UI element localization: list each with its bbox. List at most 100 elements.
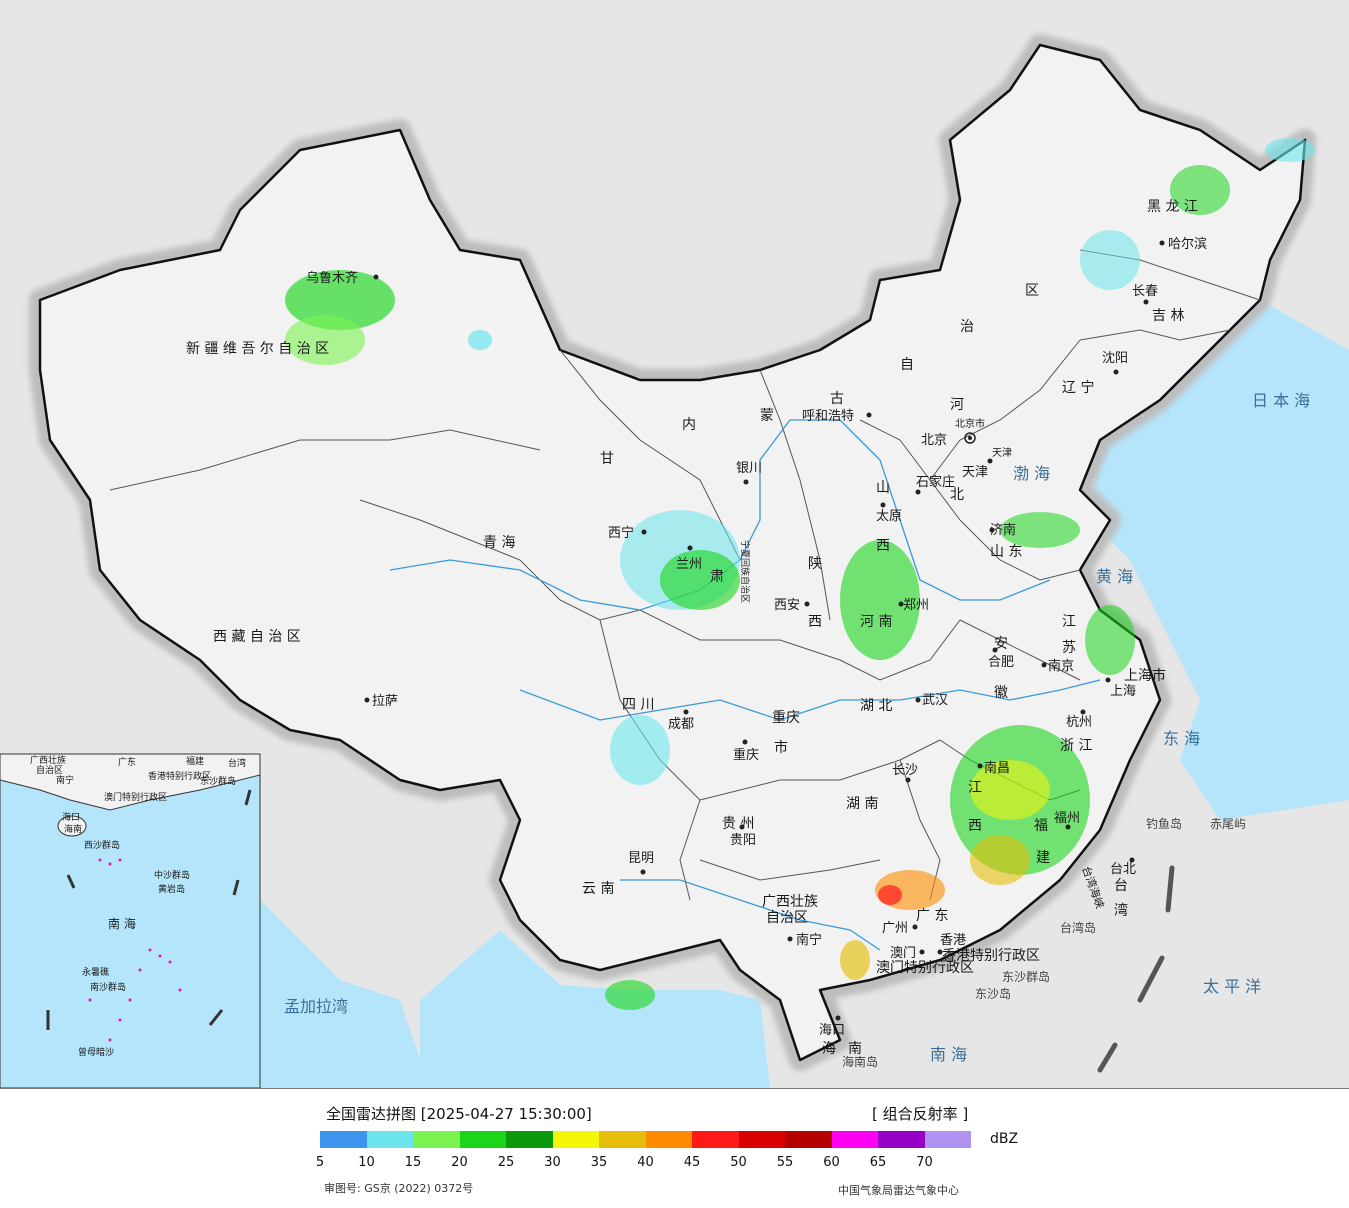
city-label: 台北 <box>1110 862 1136 877</box>
inset-label: 福建 <box>186 755 204 767</box>
province-label: 陕 <box>808 556 822 572</box>
province-label: 湖 南 <box>846 796 878 812</box>
province-label: 市 <box>774 739 788 756</box>
city-dot <box>373 274 379 280</box>
province-label: 西 <box>876 538 890 554</box>
province-label: 广西壮族 <box>762 894 818 910</box>
province-label: 湖 北 <box>860 698 892 714</box>
color-swatch <box>645 1131 692 1148</box>
province-label: 香港特别行政区 <box>942 948 1040 964</box>
province-label: 吉 林 <box>1152 308 1184 324</box>
city-dot <box>919 949 925 955</box>
province-label: 自 <box>900 357 914 373</box>
province-label: 北 <box>950 487 964 503</box>
inset-label: 东沙群岛 <box>200 775 236 787</box>
city-label: 拉萨 <box>372 694 398 709</box>
city-label: 贵阳 <box>730 833 756 848</box>
city-label: 香港 <box>940 933 966 948</box>
province-labels: 新 疆 维 吾 尔 自 治 区 西 藏 自 治 区 青 海 甘 肃 四 川 云 … <box>186 199 1198 1057</box>
ocean-west <box>260 900 430 1088</box>
city-labels: 乌鲁木齐 拉萨 西宁 兰州 成都 昆明 银川 呼和浩特 西安 重庆 贵阳 南宁 … <box>306 236 1207 1069</box>
province-label: 江 <box>968 780 982 796</box>
province-label: 四 川 <box>622 697 654 713</box>
city-dot <box>683 709 689 715</box>
capital-marker <box>964 432 976 444</box>
city-label: 石家庄 <box>916 474 955 490</box>
city-dot <box>915 697 921 703</box>
color-swatch <box>413 1131 460 1148</box>
color-swatch <box>831 1131 878 1148</box>
city-dot <box>739 824 745 830</box>
city-label: 澳门 <box>890 945 916 961</box>
color-swatch <box>599 1131 646 1148</box>
inset-label: 自治区 <box>36 764 63 776</box>
color-swatch <box>878 1131 925 1148</box>
province-label: 西 <box>808 614 822 630</box>
city-label: 乌鲁木齐 <box>306 270 358 286</box>
province-label: 浙 江 <box>1060 738 1092 754</box>
island-labels: 钓鱼岛 赤尾屿 台湾岛 东沙群岛 东沙岛 <box>975 816 1246 1001</box>
city-label: 南京 <box>1048 658 1074 674</box>
province-label: 肃 <box>710 569 724 585</box>
radar-map[interactable]: 新 疆 维 吾 尔 自 治 区 西 藏 自 治 区 青 海 甘 肃 四 川 云 … <box>0 0 1349 1089</box>
city-dot <box>742 739 748 745</box>
inset-label: 南沙群岛 <box>90 981 126 993</box>
province-label: 河 <box>950 397 964 413</box>
tick-label: 50 <box>730 1155 747 1170</box>
city-label: 广州 <box>882 921 908 936</box>
city-label: 沈阳 <box>1102 351 1128 366</box>
city-label: 西宁 <box>608 525 634 541</box>
color-bar <box>320 1131 971 1148</box>
province-label: 云 南 <box>582 881 614 897</box>
city-dot <box>641 529 647 535</box>
inset-label: 香港特别行政区 <box>148 770 211 782</box>
city-label: 武汉 <box>922 693 948 708</box>
map-canvas: 新 疆 维 吾 尔 自 治 区 西 藏 自 治 区 青 海 甘 肃 四 川 云 … <box>0 34 1349 1088</box>
province-label: 重庆 <box>772 710 800 726</box>
tick-label: 60 <box>823 1155 840 1170</box>
legend-title: 全国雷达拼图 [2025-04-27 15:30:00] <box>326 1105 592 1123</box>
tick-label: 30 <box>544 1155 561 1170</box>
city-dot <box>1113 369 1119 375</box>
city-dot <box>880 502 886 508</box>
city-dot <box>1105 677 1111 683</box>
city-label: 南昌 <box>984 760 1010 776</box>
inset-label: 曾母暗沙 <box>78 1046 114 1058</box>
city-dot <box>1159 240 1165 246</box>
unit-label: dBZ <box>990 1131 1019 1147</box>
province-label: 江 <box>1062 614 1076 630</box>
city-dot <box>977 763 983 769</box>
city-dot <box>640 869 646 875</box>
city-label: 杭州 <box>1066 715 1092 730</box>
inset-label: 海南 <box>64 823 82 835</box>
tick-label: 10 <box>358 1155 375 1170</box>
city-label: 西安 <box>774 598 800 613</box>
province-label: 西 藏 自 治 区 <box>213 629 301 645</box>
city-dot <box>915 489 921 495</box>
rivers <box>389 419 1101 951</box>
island-label: 钓鱼岛 <box>1146 816 1182 831</box>
province-label: 海 <box>822 1041 836 1057</box>
city-label: 长沙 <box>892 763 918 778</box>
city-dot <box>992 647 998 653</box>
city-label: 合肥 <box>988 655 1014 670</box>
province-label: 广 东 <box>916 908 948 924</box>
province-label: 安 <box>994 636 1008 652</box>
city-dot <box>743 479 749 485</box>
city-dot <box>987 458 993 464</box>
province-label: 湾 <box>1114 902 1128 919</box>
city-dot <box>1041 662 1047 668</box>
province-label: 古 <box>830 391 844 407</box>
island-label: 东沙岛 <box>975 986 1011 1001</box>
tick-label: 20 <box>451 1155 468 1170</box>
inset-label: 澳门特别行政区 <box>104 791 167 803</box>
sea-label: 南 海 <box>930 1045 967 1064</box>
province-label: 苏 <box>1062 640 1076 656</box>
province-borders <box>109 249 1261 901</box>
color-swatch <box>459 1131 506 1148</box>
inset-label: 南宁 <box>56 774 74 786</box>
legend-panel: 全国雷达拼图 [2025-04-27 15:30:00] [ 组合反射率 ] d… <box>0 1089 1349 1208</box>
island-label: 赤尾屿 <box>1210 817 1246 831</box>
city-dot <box>898 601 904 607</box>
maritime-boundary <box>1097 865 1175 1073</box>
